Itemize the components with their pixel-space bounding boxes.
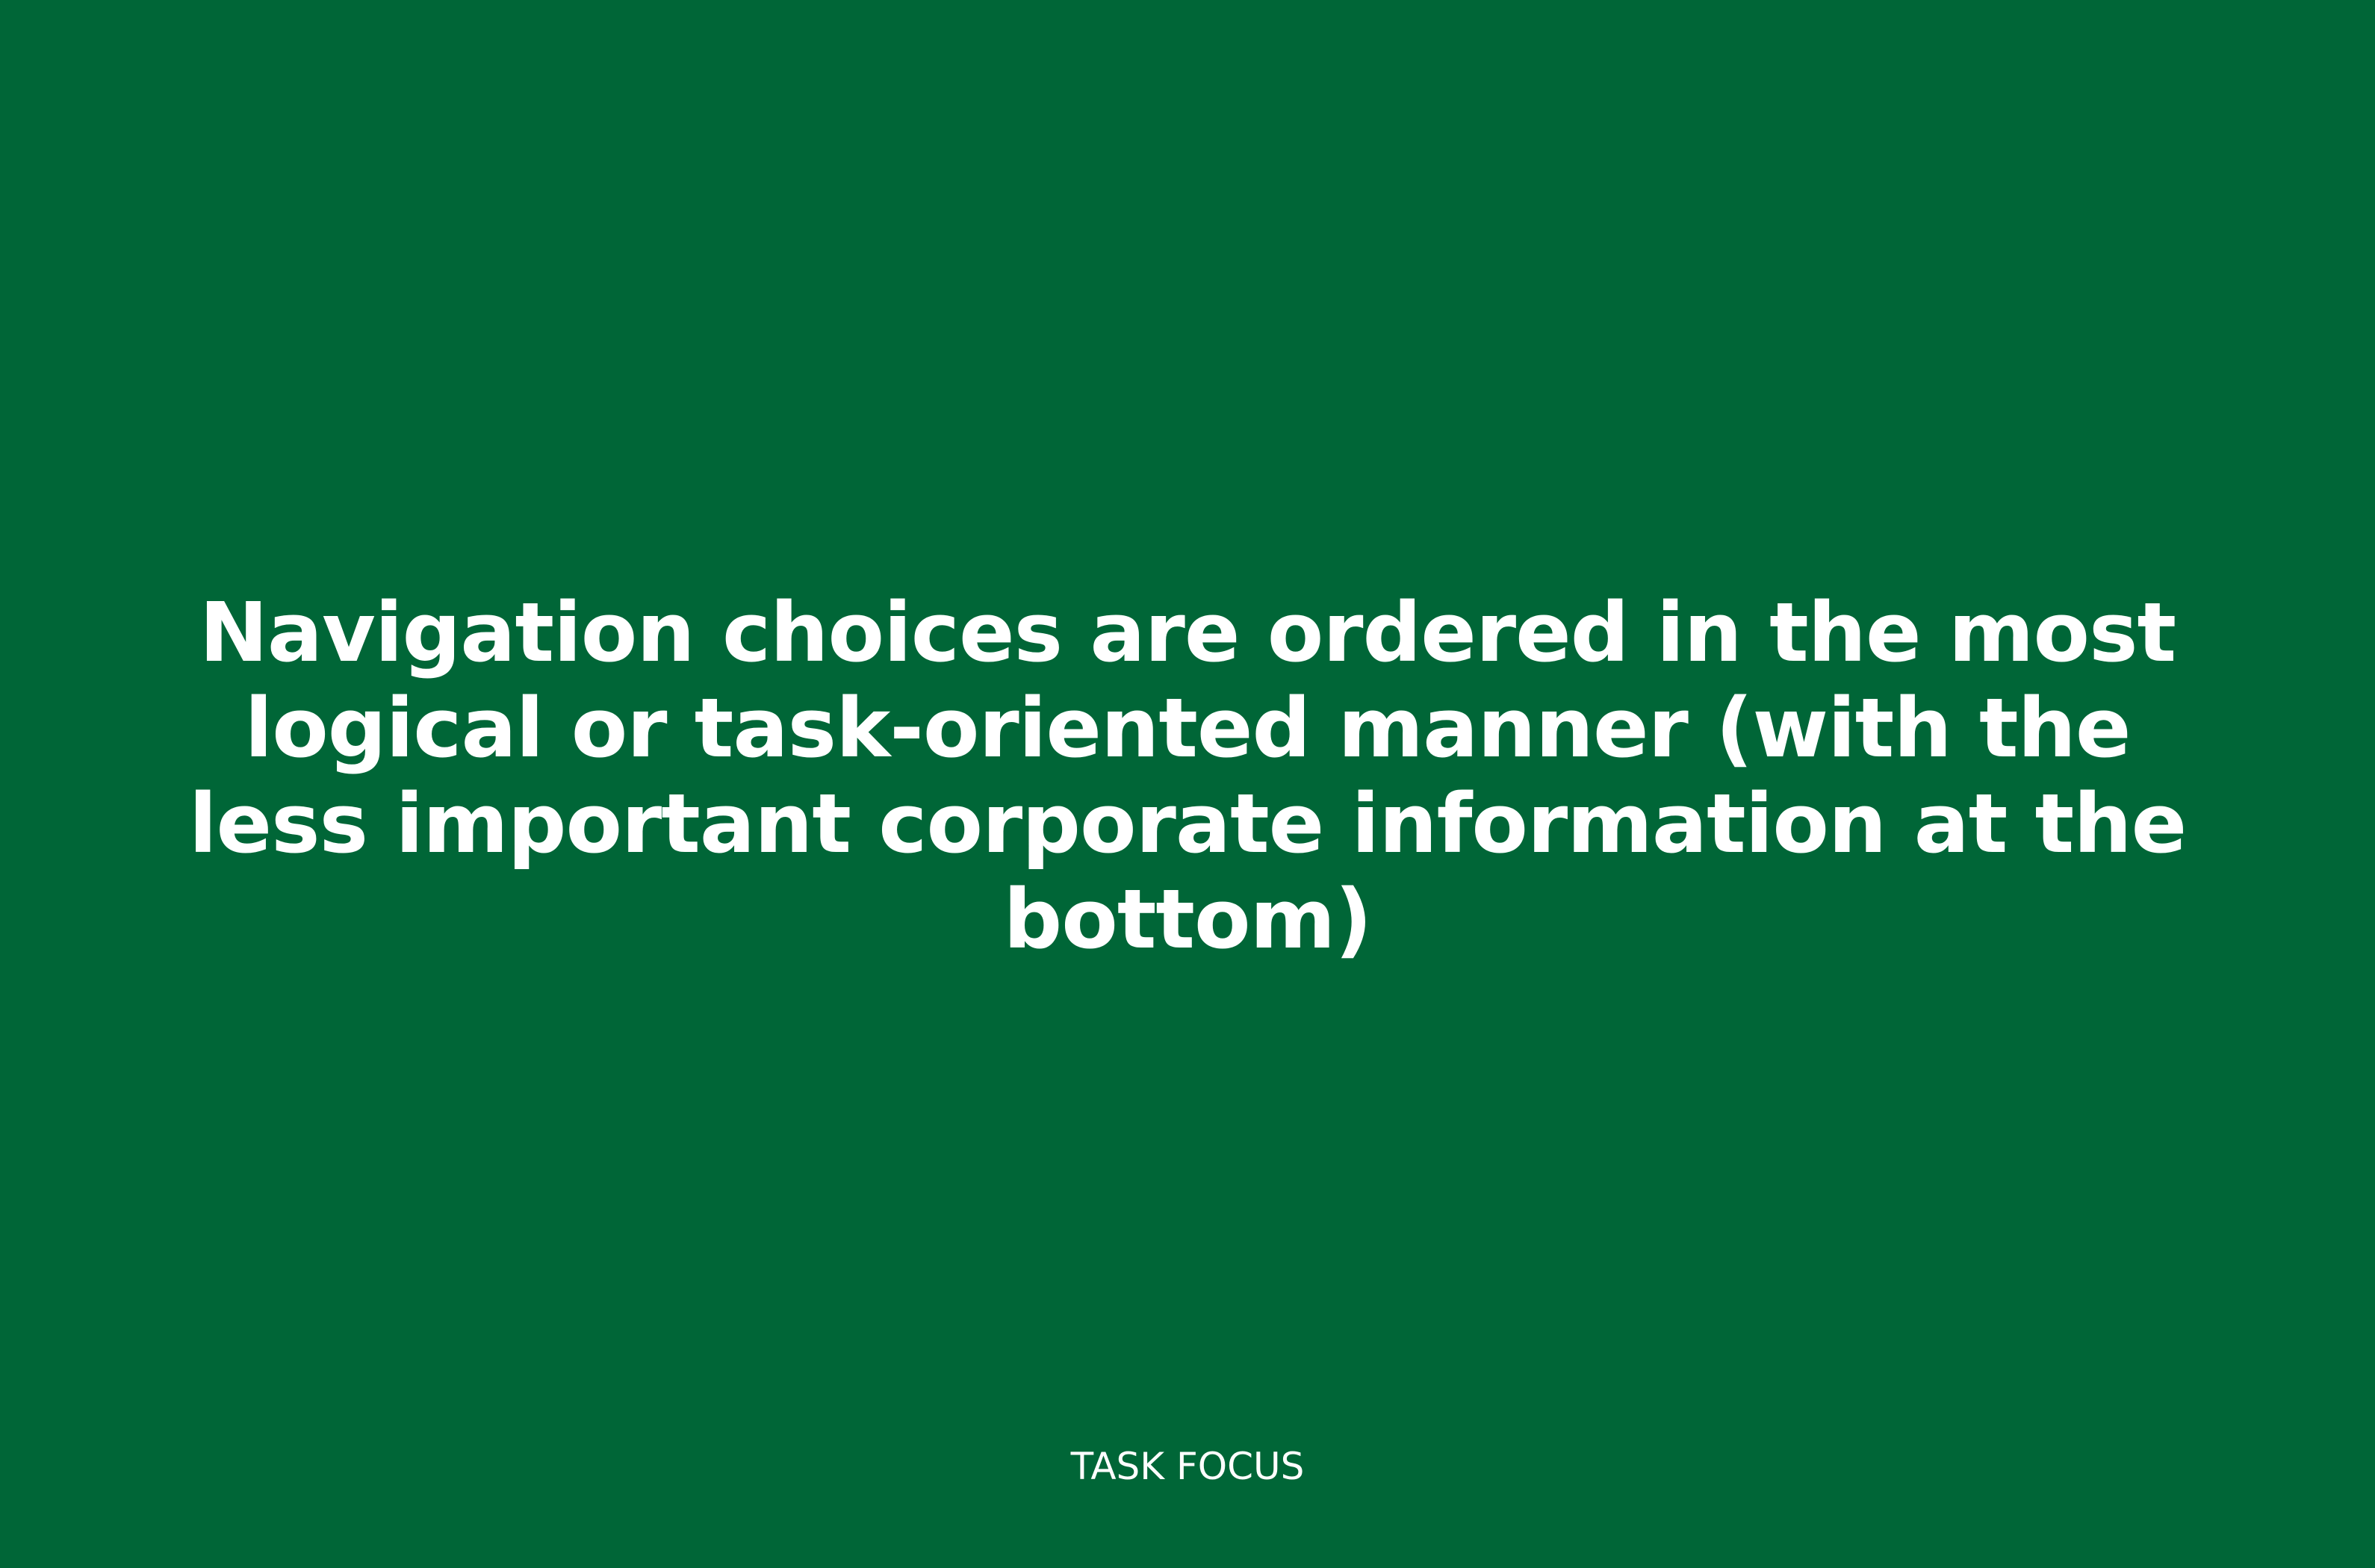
guideline-statement: Navigation choices are ordered in the mo… (188, 585, 2187, 967)
category-label: TASK FOCUS (1070, 1445, 1305, 1488)
